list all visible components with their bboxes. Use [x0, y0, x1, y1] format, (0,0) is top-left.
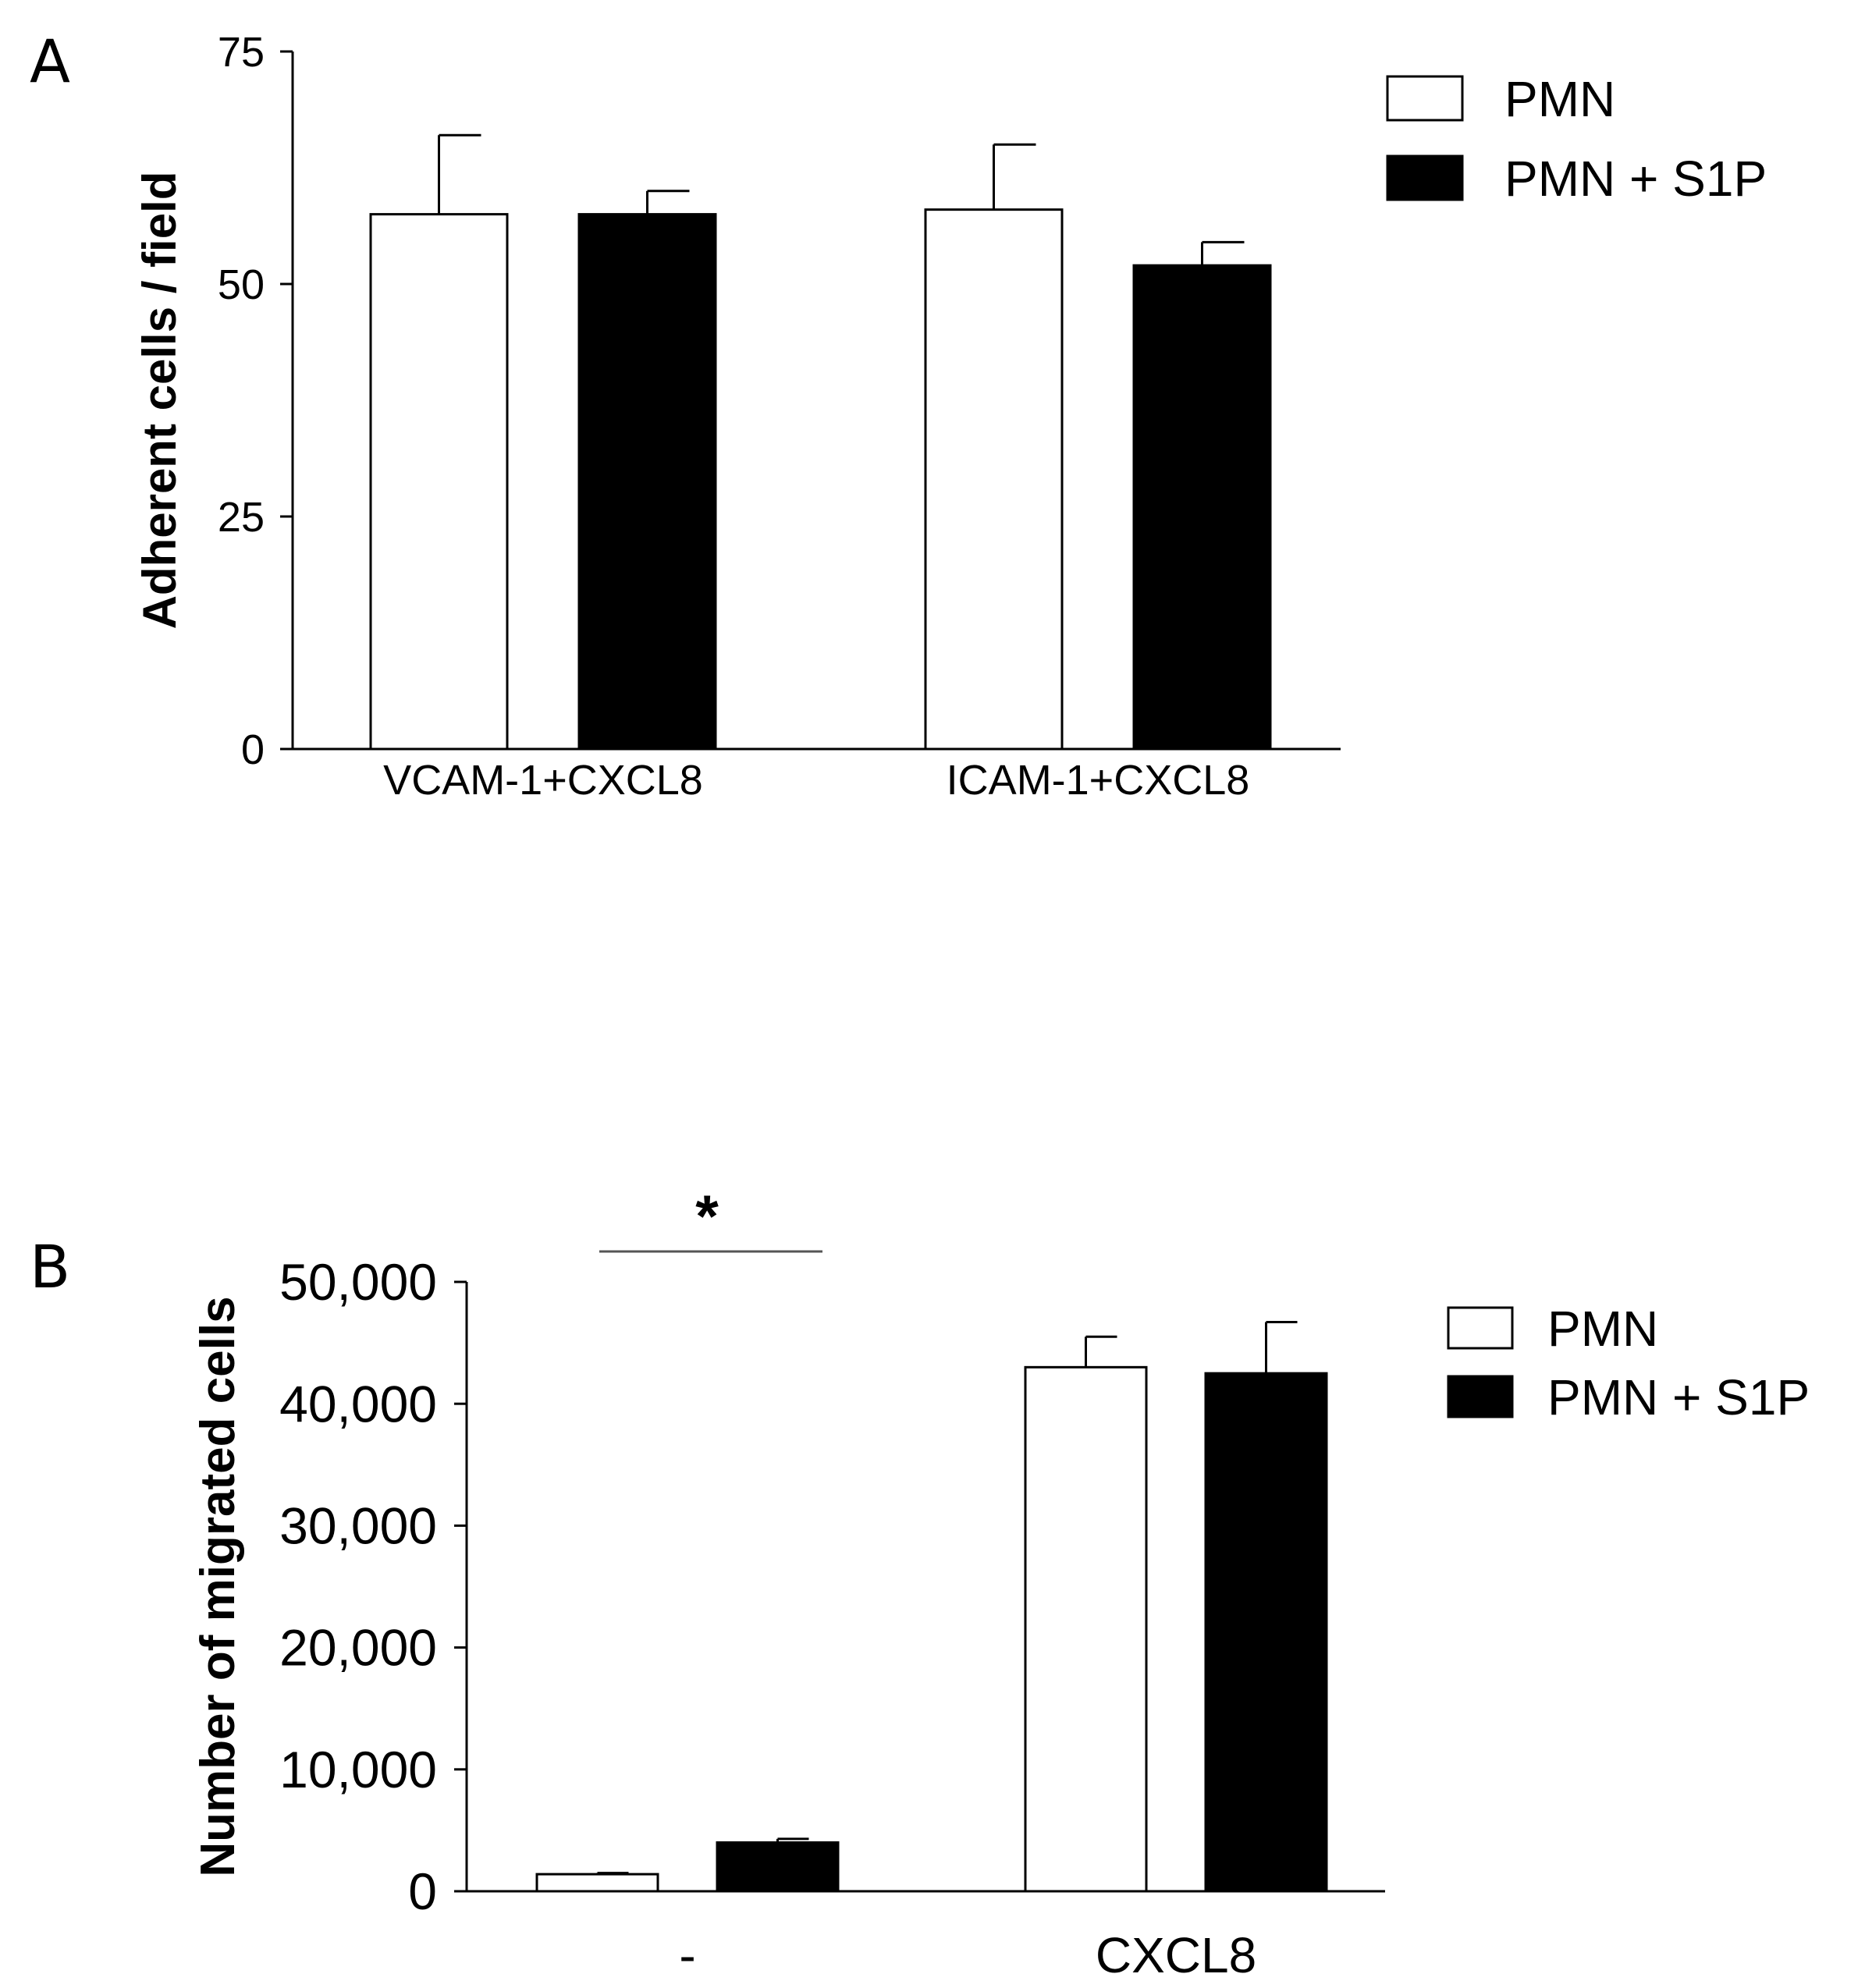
panel-a-legend-swatch: [1386, 154, 1464, 201]
panel-b-category-label: -: [679, 1927, 695, 1983]
panel-a-bar: [1132, 264, 1272, 751]
panel-a-category-label: VCAM-1+CXCL8: [383, 757, 703, 804]
panel-a-bar: [924, 208, 1064, 751]
panel-b-y-tick-label: 0: [408, 1862, 437, 1920]
panel-b-y-axis-label: Number of migrated cells: [191, 1296, 245, 1876]
chart-panel-a: 0 25 50 75 Adherent cells / field VCAM-1+CXCL…: [133, 29, 1767, 804]
panel-a-y-tick-label: 50: [218, 261, 265, 308]
panel-b-bar: [1204, 1372, 1328, 1893]
panel-b-bar: [716, 1841, 840, 1893]
panel-b-legend-swatch: [1447, 1306, 1514, 1350]
panel-a-legend-label: PMN + S1P: [1504, 151, 1767, 207]
panel-a-letter: A: [30, 27, 70, 96]
panel-b-legend-swatch: [1447, 1375, 1514, 1418]
panel-b-legend-label: PMN: [1547, 1301, 1658, 1357]
panel-b-y-tick-label: 40,000: [279, 1375, 437, 1432]
panel-b-y-tick-label: 50,000: [279, 1253, 437, 1311]
panel-b-y-tick-label: 10,000: [279, 1741, 437, 1798]
panel-a-category-label: ICAM-1+CXCL8: [947, 757, 1250, 804]
panel-b-letter: B: [30, 1232, 70, 1301]
panel-b-y-tick-label: 30,000: [279, 1497, 437, 1555]
panel-a-bar: [577, 213, 717, 751]
panel-b-bar: [1024, 1365, 1148, 1893]
panel-a-legend-label: PMN: [1504, 71, 1615, 127]
panel-a-legend-swatch: [1386, 75, 1464, 122]
chart-panel-b: 0 10,000 20,000 30,000 40,000 50,000 Number of…: [191, 1184, 1810, 1983]
panel-a-bar: [369, 213, 509, 751]
panel-a-y-tick-label: 75: [218, 29, 265, 76]
panel-a-y-axis-label: Adherent cells / field: [133, 172, 186, 630]
panel-b-significance-star: *: [695, 1184, 719, 1250]
panel-b-category-label: CXCL8: [1096, 1927, 1256, 1983]
panel-b-legend-label: PMN + S1P: [1547, 1369, 1810, 1425]
panel-b-y-tick-label: 20,000: [279, 1619, 437, 1677]
panel-a-y-tick-label: 0: [241, 726, 265, 773]
panel-a-y-tick-label: 25: [218, 494, 265, 541]
panel-b-bar: [535, 1873, 659, 1893]
